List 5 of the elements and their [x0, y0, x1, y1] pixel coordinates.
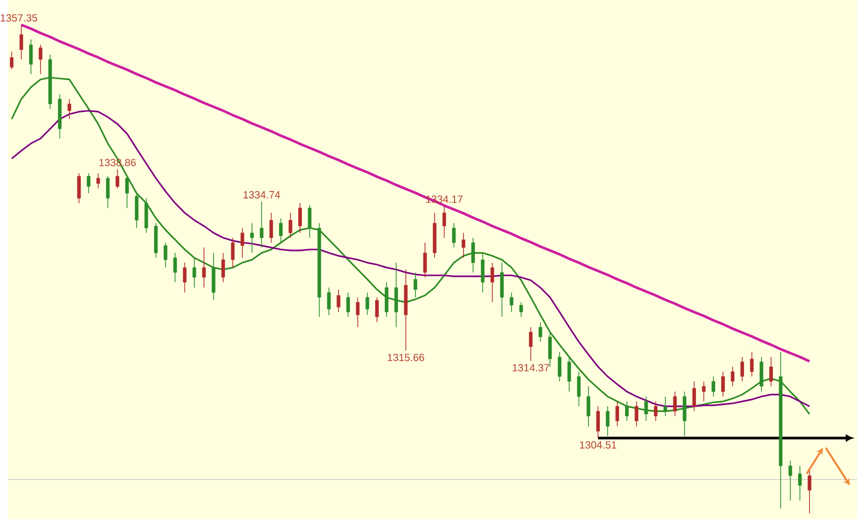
annotation: 1357.35 [0, 14, 38, 22]
annotation: 1315.66 [388, 354, 424, 362]
annotation: 1314.37 [512, 364, 550, 372]
annotation: 1304.51 [580, 441, 616, 448]
annotation: 1334.74 [244, 190, 280, 198]
